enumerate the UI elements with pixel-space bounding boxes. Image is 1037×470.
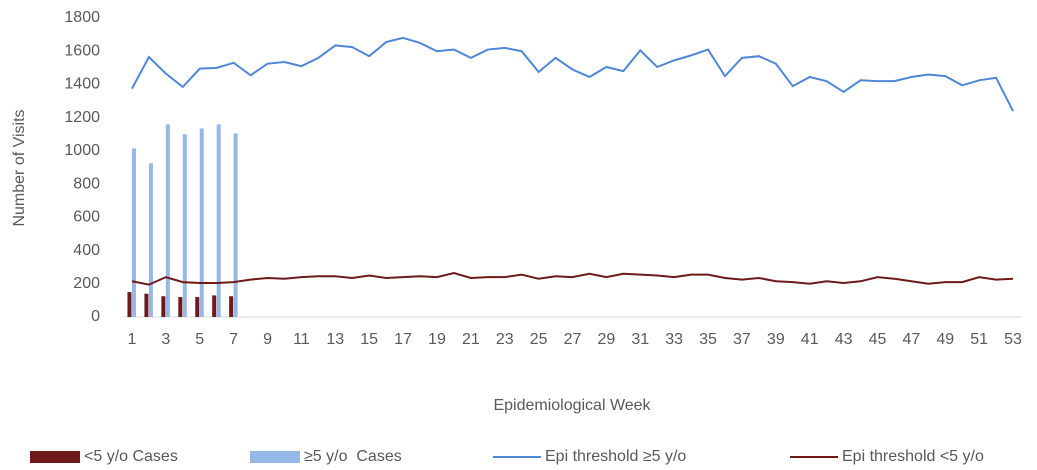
y-tick-label: 1400 (64, 76, 100, 93)
y-tick-label: 1200 (64, 109, 100, 126)
bar (229, 296, 234, 317)
bar (161, 296, 166, 317)
bar (148, 163, 153, 317)
x-tick-label: 43 (835, 331, 853, 348)
x-tick-label: 45 (869, 331, 887, 348)
x-tick-label: 47 (902, 331, 920, 348)
x-tick-label: 53 (1004, 331, 1022, 348)
x-tick-label: 33 (665, 331, 683, 348)
x-tick-label: 7 (229, 331, 238, 348)
bar (131, 148, 136, 317)
x-tick-label: 35 (699, 331, 717, 348)
bar (199, 128, 204, 317)
x-tick-label: 25 (530, 331, 548, 348)
bar (195, 297, 200, 317)
y-tick-label: 1800 (64, 9, 100, 26)
legend-label: Epi threshold ≥5 y/o (545, 448, 686, 465)
y-tick-label: 600 (73, 209, 100, 226)
x-tick-label: 29 (597, 331, 615, 348)
bar (127, 292, 132, 317)
bar (216, 124, 221, 317)
line (131, 36, 1014, 112)
y-tick-label: 1600 (64, 42, 100, 59)
x-axis-title: Epidemiological Week (493, 397, 651, 414)
x-tick-label: 13 (326, 331, 344, 348)
line (131, 271, 1014, 286)
bar (212, 295, 217, 317)
x-tick-label: 1 (128, 331, 137, 348)
y-tick-label: 200 (73, 275, 100, 292)
y-tick-label: 800 (73, 175, 100, 192)
x-tick-label: 37 (733, 331, 751, 348)
y-tick-label: 400 (73, 242, 100, 259)
bar (233, 133, 238, 317)
x-tick-label: 23 (496, 331, 514, 348)
x-tick-label: 39 (767, 331, 785, 348)
x-tick-label: 19 (428, 331, 446, 348)
x-tick-label: 27 (564, 331, 582, 348)
bar (182, 134, 187, 317)
bar (165, 124, 170, 317)
legend-label: Epi threshold <5 y/o (842, 448, 984, 465)
x-tick-label: 41 (801, 331, 819, 348)
x-tick-label: 3 (161, 331, 170, 348)
x-tick-label: 51 (970, 331, 988, 348)
bar (144, 293, 149, 317)
x-tick-label: 17 (394, 331, 412, 348)
y-tick-label: 0 (91, 308, 100, 325)
legend-label: <5 y/o Cases (84, 448, 178, 465)
bar (178, 297, 183, 317)
x-tick-label: 21 (462, 331, 480, 348)
legend-key (250, 451, 300, 463)
y-tick-label: 1000 (64, 142, 100, 159)
x-tick-label: 5 (195, 331, 204, 348)
x-tick-label: 31 (631, 331, 649, 348)
x-tick-label: 15 (360, 331, 378, 348)
x-tick-label: 9 (263, 331, 272, 348)
x-tick-label: 11 (293, 331, 310, 348)
legend-key (30, 451, 80, 463)
y-axis-title: Number of Visits (11, 109, 28, 226)
x-tick-label: 49 (936, 331, 954, 348)
legend-label: ≥5 y/o Cases (304, 448, 402, 465)
